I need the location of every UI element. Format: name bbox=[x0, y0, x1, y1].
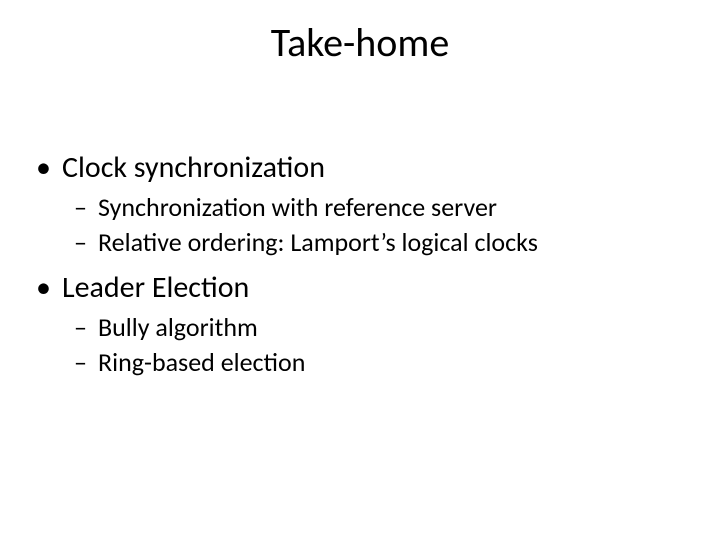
bullet-text: Clock synchronization bbox=[62, 148, 325, 187]
bullet-icon: • bbox=[36, 268, 62, 307]
dash-icon: – bbox=[74, 191, 98, 224]
slide-content: • Clock synchronization – Synchronizatio… bbox=[36, 148, 684, 380]
sub-bullet-item: – Bully algorithm bbox=[74, 311, 684, 344]
sub-bullet-text: Relative ordering: Lamport’s logical clo… bbox=[98, 226, 538, 259]
sub-bullet-text: Synchronization with reference server bbox=[98, 191, 497, 224]
slide: Take-home • Clock synchronization – Sync… bbox=[0, 0, 720, 540]
bullet-item: • Leader Election bbox=[36, 268, 684, 307]
sub-bullet-text: Ring-based election bbox=[98, 346, 305, 379]
spacer bbox=[36, 260, 684, 268]
sub-bullet-item: – Relative ordering: Lamport’s logical c… bbox=[74, 226, 684, 259]
bullet-text: Leader Election bbox=[62, 268, 249, 307]
sub-bullet-item: – Synchronization with reference server bbox=[74, 191, 684, 224]
dash-icon: – bbox=[74, 226, 98, 259]
sub-bullet-item: – Ring-based election bbox=[74, 346, 684, 379]
bullet-item: • Clock synchronization bbox=[36, 148, 684, 187]
slide-title: Take-home bbox=[0, 18, 720, 67]
dash-icon: – bbox=[74, 311, 98, 344]
dash-icon: – bbox=[74, 346, 98, 379]
sub-bullet-text: Bully algorithm bbox=[98, 311, 258, 344]
bullet-icon: • bbox=[36, 148, 62, 187]
